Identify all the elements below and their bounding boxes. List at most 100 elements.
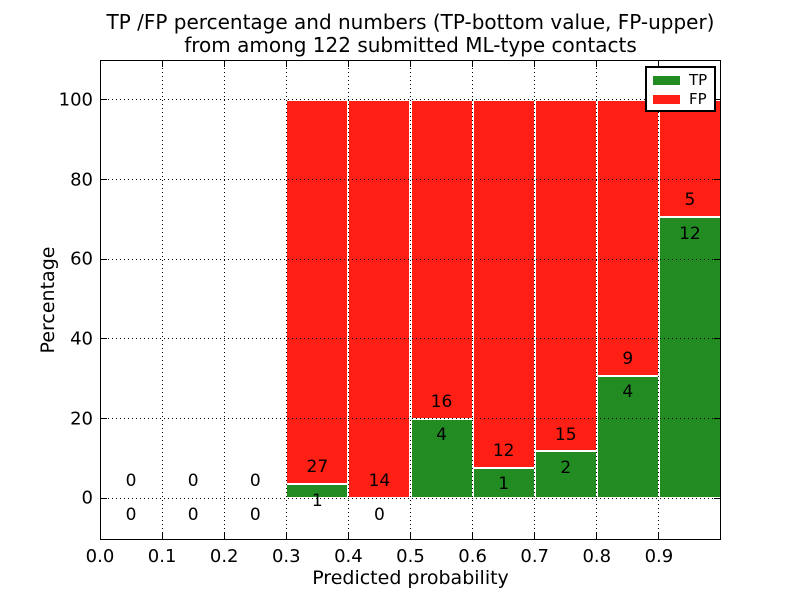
- x-tick-bottom: [161, 533, 163, 539]
- x-tick-bottom: [410, 533, 411, 539]
- grid-line-vertical: [596, 60, 598, 540]
- x-tick-top: [658, 61, 660, 67]
- y-tick-right: [714, 418, 720, 419]
- legend-box: TP FP: [645, 66, 716, 112]
- fp-count-label: 0: [125, 471, 137, 492]
- fp-count-label: 12: [492, 440, 515, 461]
- legend-entry: FP: [653, 90, 714, 109]
- chart-title: TP /FP percentage and numbers (TP-bottom…: [100, 11, 721, 57]
- fp-count-label: 0: [249, 471, 261, 492]
- tp-count-label: 12: [679, 223, 701, 244]
- grid-line-horizontal: [100, 497, 721, 499]
- y-tick-label: 40: [70, 328, 93, 350]
- bar-tp-segment: [596, 375, 659, 499]
- legend-swatch-icon: [653, 95, 680, 104]
- grid-line-vertical: [161, 60, 163, 540]
- bar-tp-segment: [534, 451, 597, 499]
- tp-count-label: 0: [125, 504, 137, 525]
- grid-line-vertical: [223, 60, 225, 540]
- x-tick-label: 0.7: [520, 546, 550, 567]
- y-tick-left: [101, 179, 107, 180]
- y-tick-right: [714, 258, 720, 260]
- bar-fp-segment: [596, 99, 659, 376]
- tp-count-label: 2: [560, 458, 572, 479]
- bar-fp-segment: [286, 99, 349, 484]
- x-tick-label: 0.2: [209, 546, 239, 567]
- x-tick-label: 0.4: [334, 546, 363, 567]
- x-tick-top: [534, 61, 536, 67]
- tp-count-label: 1: [498, 474, 510, 495]
- chart-title-line1: TP /FP percentage and numbers (TP-bottom…: [106, 10, 715, 34]
- tp-count-label: 0: [249, 504, 261, 525]
- tp-count-label: 4: [436, 425, 447, 446]
- legend-label: TP: [689, 71, 708, 89]
- x-tick-label: 0.5: [396, 546, 425, 567]
- y-tick-left: [101, 497, 107, 499]
- bar-fp-segment: [472, 99, 535, 468]
- x-axis-label: Predicted probability: [312, 567, 509, 589]
- y-tick-label: 20: [70, 408, 93, 429]
- y-tick-left: [101, 258, 107, 260]
- x-tick-label: 0.8: [582, 546, 612, 567]
- y-tick-right: [714, 497, 720, 499]
- x-tick-bottom: [99, 533, 101, 539]
- grid-line-vertical: [472, 60, 474, 540]
- grid-line-vertical: [347, 60, 349, 540]
- x-tick-top: [472, 61, 474, 67]
- fp-count-label: 0: [187, 471, 199, 492]
- legend-label: FP: [689, 90, 707, 108]
- x-tick-bottom: [534, 533, 536, 539]
- x-tick-label: 0.0: [85, 546, 115, 567]
- x-tick-bottom: [472, 533, 474, 539]
- x-tick-top: [596, 61, 598, 67]
- x-tick-label: 0.6: [458, 546, 487, 567]
- x-tick-top: [223, 61, 225, 67]
- bar-fp-segment: [348, 99, 411, 499]
- legend-swatch-icon: [653, 76, 680, 85]
- y-tick-label: 0: [81, 487, 93, 509]
- x-tick-top: [410, 61, 411, 67]
- y-tick-right: [714, 179, 720, 180]
- x-tick-label: 0.9: [644, 546, 674, 567]
- x-tick-top: [347, 61, 349, 67]
- y-tick-left: [101, 338, 107, 340]
- grid-line-horizontal: [100, 418, 721, 419]
- y-tick-right: [714, 338, 720, 340]
- grid-line-horizontal: [100, 179, 721, 180]
- bar-tp-segment: [410, 418, 473, 499]
- x-tick-top: [285, 61, 287, 67]
- x-tick-label: 0.1: [147, 546, 177, 567]
- y-tick-left: [101, 99, 107, 101]
- x-tick-bottom: [658, 533, 660, 539]
- grid-line-vertical: [410, 60, 411, 540]
- fp-count-label: 15: [554, 424, 577, 445]
- x-tick-label: 0.3: [271, 546, 301, 567]
- tp-count-label: 1: [311, 490, 323, 511]
- fp-count-label: 27: [306, 457, 329, 478]
- grid-line-vertical: [285, 60, 287, 540]
- tp-count-label: 4: [622, 382, 634, 403]
- x-tick-bottom: [223, 533, 225, 539]
- fp-count-label: 16: [430, 391, 453, 412]
- fp-count-label: 5: [684, 190, 696, 211]
- chart-title-line2: from among 122 submitted ML-type contact…: [184, 33, 637, 57]
- y-tick-label: 80: [70, 169, 93, 190]
- grid-line-horizontal: [100, 99, 721, 101]
- bar-tp-segment: [286, 483, 349, 499]
- bar-tp-segment: [658, 216, 721, 499]
- fp-count-label: 9: [622, 348, 634, 369]
- x-tick-bottom: [596, 533, 598, 539]
- x-tick-top: [99, 61, 101, 67]
- x-tick-bottom: [285, 533, 287, 539]
- x-tick-bottom: [347, 533, 349, 539]
- y-tick-label: 100: [58, 89, 93, 111]
- y-tick-left: [101, 418, 107, 419]
- grid-line-vertical: [658, 60, 660, 540]
- y-tick-label: 60: [70, 248, 93, 270]
- fp-count-label: 14: [368, 471, 391, 492]
- legend-entry: TP: [653, 71, 714, 90]
- tp-count-label: 0: [187, 504, 199, 525]
- grid-line-horizontal: [100, 338, 721, 340]
- y-tick-right: [714, 99, 720, 101]
